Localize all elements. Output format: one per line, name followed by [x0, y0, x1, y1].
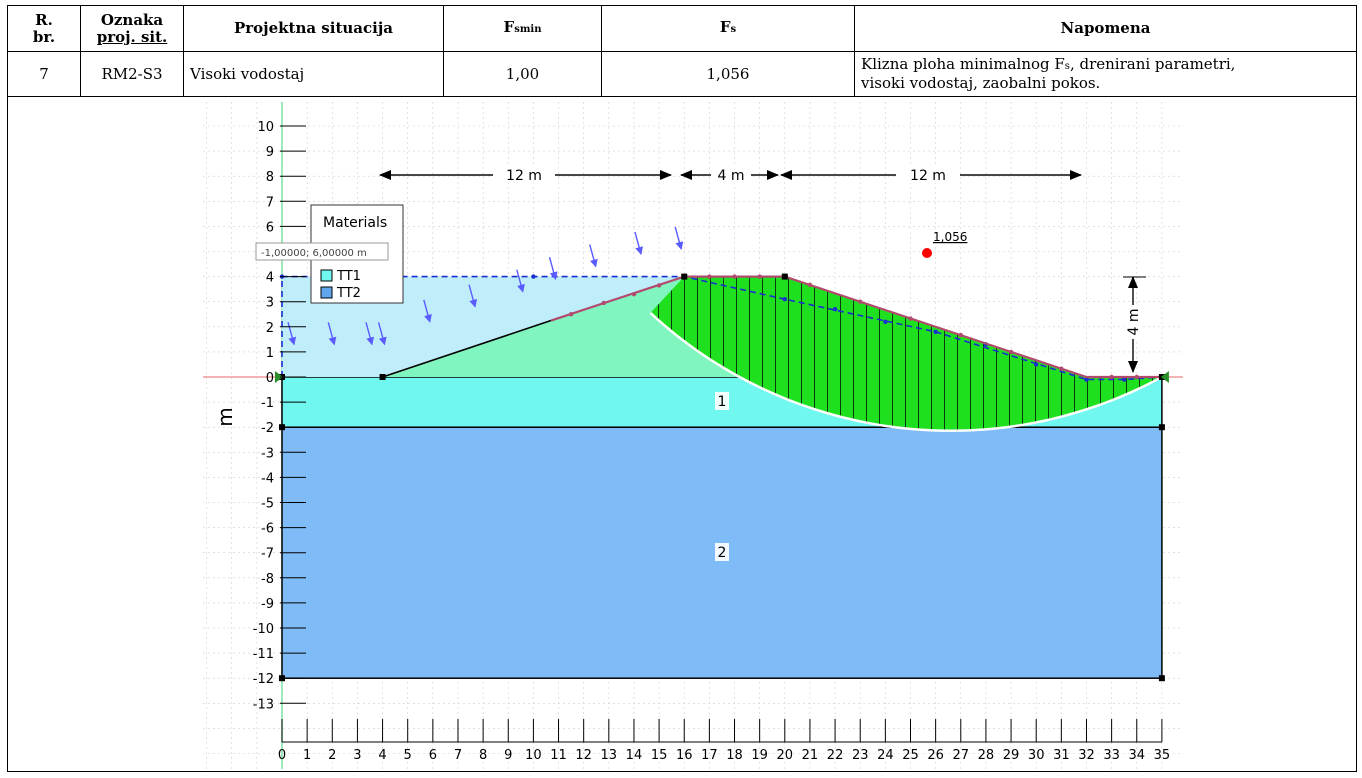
x-tick-label: 19	[751, 748, 768, 763]
x-tick-label: 25	[902, 748, 919, 763]
dim-top-left: 12 m	[506, 168, 542, 184]
y-tick-label: 8	[266, 170, 274, 185]
fs-value-label: 1,056	[933, 230, 967, 244]
results-table: R. br. Oznaka proj. sit. Projektna situaci…	[7, 5, 1357, 772]
cell-fsmin: 1,00	[443, 51, 602, 97]
x-tick-label: 27	[953, 748, 970, 763]
x-tick-label: 20	[777, 748, 794, 763]
x-tick-label: 35	[1154, 748, 1171, 763]
dimension-lines: 12 m 4 m 12 m 4 m	[379, 165, 1146, 373]
y-tick-label: 6	[266, 220, 274, 235]
x-tick-label: 30	[1028, 748, 1045, 763]
axis-unit-label: m	[213, 407, 237, 426]
x-tick-label: 22	[827, 748, 844, 763]
y-tick-label: -4	[261, 471, 274, 486]
x-tick-label: 31	[1053, 748, 1070, 763]
x-tick-label: 29	[1003, 748, 1020, 763]
coordinate-tooltip: -1,00000; 6,00000 m	[255, 242, 389, 261]
x-tick-label: 32	[1078, 748, 1095, 763]
y-tick-label: 9	[266, 145, 274, 160]
header-rbr: R. br.	[7, 5, 81, 52]
cell-napomena: Klizna ploha minimalnog Fs, drenirani pa…	[854, 51, 1357, 97]
x-tick-label: 8	[479, 748, 487, 763]
y-tick-label: -7	[261, 547, 274, 562]
y-tick-label: -2	[261, 421, 274, 436]
x-tick-label: 23	[852, 748, 869, 763]
x-tick-label: 28	[978, 748, 995, 763]
x-tick-label: 4	[378, 748, 386, 763]
y-tick-label: -5	[261, 497, 274, 512]
header-oznaka: Oznaka proj. sit.	[80, 5, 184, 52]
data-row: 7 RM2-S3 Visoki vodostaj 1,00 1,056 Kliz…	[7, 51, 1357, 97]
header-situacija: Projektna situacija	[183, 5, 444, 52]
region-label-2: 2	[718, 545, 727, 561]
y-tick-label: 7	[266, 195, 274, 210]
x-tick-label: 12	[575, 748, 592, 763]
x-tick-label: 2	[328, 748, 336, 763]
y-tick-label: 2	[266, 321, 274, 336]
cell-fs: 1,056	[601, 51, 855, 97]
y-tick-label: -9	[261, 597, 274, 612]
x-tick-label: 10	[525, 748, 542, 763]
y-tick-label: -10	[253, 622, 274, 637]
figure-row: 0 1 2 3 4 5 6 7 8 9 10 11 12 13 14 15 16 17 18 19 20 21 22 23 24…	[7, 96, 1357, 772]
x-tick-label: 33	[1103, 748, 1120, 763]
region-label-1: 1	[718, 394, 727, 410]
figure-cell: 0 1 2 3 4 5 6 7 8 9 10 11 12 13 14 15 16 17 18 19 20 21 22 23 24…	[7, 96, 1357, 772]
x-tick-label: 11	[550, 748, 567, 763]
x-tick-label: 0	[278, 748, 286, 763]
cell-oznaka: RM2-S3	[80, 51, 184, 97]
y-tick-label: -6	[261, 522, 274, 537]
header-napomena: Napomena	[854, 5, 1357, 52]
x-tick-label: 3	[353, 748, 361, 763]
header-fsmin: Fsmin	[443, 5, 602, 52]
legend-item-tt1: TT1	[336, 269, 361, 284]
dim-right: 4 m	[1126, 309, 1142, 336]
y-tick-label: -1	[261, 396, 274, 411]
x-tick-label: 1	[303, 748, 311, 763]
axes: 0 1 2 3 4 5 6 7 8 9 10 11 12 13 14 15 16 17 18 19 20 21 22 23 24…	[253, 120, 1170, 763]
header-fs: Fs	[601, 5, 855, 52]
y-tick-label: 10	[257, 120, 274, 135]
y-tick-label: -13	[253, 697, 274, 712]
y-tick-label: 1	[266, 346, 274, 361]
svg-text:-1,00000; 6,00000 m: -1,00000; 6,00000 m	[261, 248, 367, 259]
x-tick-label: 26	[927, 748, 944, 763]
x-tick-label: 5	[404, 748, 412, 763]
y-tick-label: -12	[253, 672, 274, 687]
critical-slip-center: 1,056	[922, 230, 967, 258]
y-tick-label: 3	[266, 296, 274, 311]
x-tick-label: 34	[1128, 748, 1145, 763]
x-tick-label: 14	[626, 748, 643, 763]
y-tick-label: -8	[261, 572, 274, 587]
x-tick-label: 17	[701, 748, 718, 763]
dim-top-right: 12 m	[910, 168, 946, 184]
x-tick-label: 7	[454, 748, 462, 763]
legend-title: Materials	[323, 215, 387, 231]
x-tick-label: 15	[651, 748, 668, 763]
soil-layers	[275, 226, 1169, 682]
x-tick-label: 9	[504, 748, 512, 763]
cell-situacija: Visoki vodostaj	[183, 51, 444, 97]
x-tick-label: 21	[802, 748, 819, 763]
y-tick-label: -11	[253, 647, 274, 662]
y-tick-label: 0	[266, 371, 274, 386]
x-tick-label: 13	[601, 748, 618, 763]
dim-top-mid: 4 m	[718, 168, 745, 184]
x-tick-label: 16	[676, 748, 693, 763]
y-tick-label: -3	[261, 446, 274, 461]
x-tick-label: 18	[726, 748, 743, 763]
legend-item-tt2: TT2	[336, 286, 361, 301]
header-row: R. br. Oznaka proj. sit. Projektna situaci…	[7, 5, 1357, 52]
y-tick-label: 4	[266, 271, 274, 286]
x-tick-label: 6	[429, 748, 437, 763]
slope-stability-figure: 0 1 2 3 4 5 6 7 8 9 10 11 12 13 14 15 16 17 18 19 20 21 22 23 24…	[203, 102, 1183, 769]
x-tick-label: 24	[877, 748, 894, 763]
cell-rbr: 7	[7, 51, 81, 97]
